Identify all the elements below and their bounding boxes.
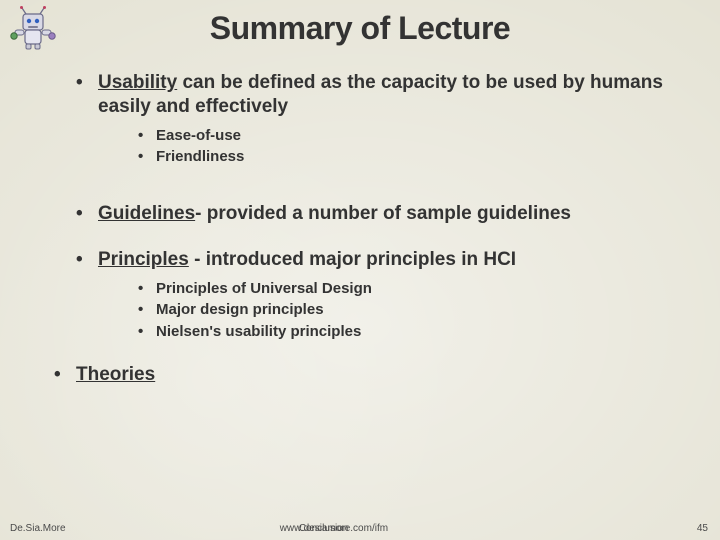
footer-page-number: 45: [697, 523, 708, 534]
bullet-lead: Usability: [98, 72, 177, 93]
footer: De.Sia.More www.desiamore.com/ifm Conclu…: [0, 516, 720, 534]
robot-logo-icon: [6, 6, 60, 50]
bullet-lead: Principles: [98, 249, 189, 270]
subbullet: Major design principles: [136, 299, 692, 321]
bullet-lead: Guidelines: [98, 203, 195, 224]
bullet-rest: can be defined as the capacity to be use…: [98, 72, 663, 117]
footer-center: www.desiamore.com/ifm Conclusion: [0, 523, 720, 534]
slide: Summary of Lecture Usability can be defi…: [0, 0, 720, 540]
bullet-lead: Theories: [76, 364, 155, 385]
subbullet: Friendliness: [136, 146, 692, 168]
subbullet: Principles of Universal Design: [136, 278, 692, 300]
bullet-rest: - introduced major principles in HCI: [189, 249, 516, 270]
footer-overlay: Conclusion: [299, 523, 348, 534]
slide-body: Usability can be defined as the capacity…: [28, 71, 692, 387]
bullet-usability: Usability can be defined as the capacity…: [74, 71, 692, 168]
bullet-guidelines: Guidelines- provided a number of sample …: [74, 202, 692, 226]
bullet-rest: - provided a number of sample guidelines: [195, 203, 571, 224]
subbullet: Ease-of-use: [136, 125, 692, 147]
bullet-theories: Theories: [52, 363, 692, 387]
bullet-principles: Principles - introduced major principles…: [74, 248, 692, 343]
subbullet: Nielsen's usability principles: [136, 321, 692, 343]
slide-title: Summary of Lecture: [28, 10, 692, 47]
